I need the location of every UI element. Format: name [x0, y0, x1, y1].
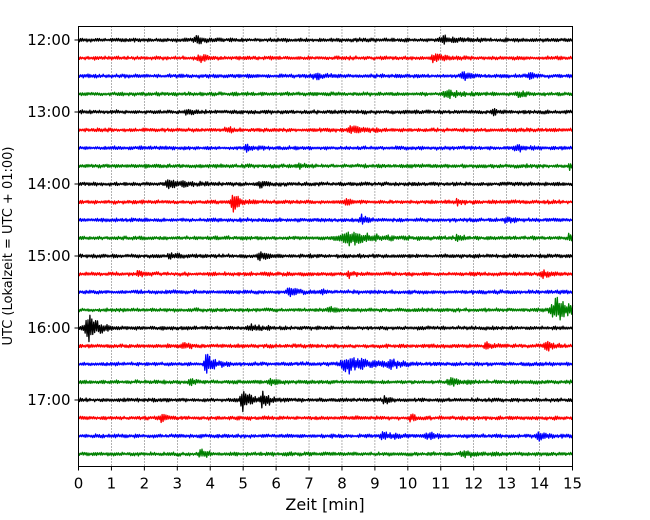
- seismic-trace-1445: [77, 231, 574, 247]
- y-axis-ticks: 12:00 13:00 14:00 15:00 16:00 17:00: [27, 31, 79, 409]
- x-tick-label: 9: [370, 475, 380, 493]
- x-axis-label: Zeit [min]: [285, 495, 364, 514]
- x-tick-label: 13: [497, 475, 516, 493]
- x-tick-label: 2: [140, 475, 150, 493]
- seismic-trace-1315: [77, 125, 574, 135]
- x-tick-label: 6: [271, 475, 281, 493]
- seismic-trace-1615: [77, 340, 573, 352]
- x-tick-label: 12: [464, 475, 483, 493]
- x-tick-label: 1: [107, 475, 117, 493]
- y-tick-label: 15:00: [27, 247, 70, 265]
- x-tick-label: 5: [238, 475, 248, 493]
- x-tick-label: 15: [563, 475, 582, 493]
- seismic-trace-1230: [77, 71, 574, 82]
- y-tick-label: 13:00: [27, 103, 70, 121]
- x-tick-label: 7: [304, 475, 314, 493]
- seismic-trace-1715: [77, 413, 574, 424]
- seismic-trace-1400: [77, 179, 574, 190]
- x-axis-ticks: 0 1 2 3 4 5 6 7 8 9 10 11 12 13 14 15: [74, 466, 582, 493]
- vertical-gridlines: [111, 26, 540, 467]
- seismic-trace-1330: [77, 143, 574, 153]
- y-tick-label: 16:00: [27, 319, 70, 337]
- seismic-trace-1745: [77, 448, 574, 459]
- seismic-trace-1300: [77, 107, 574, 117]
- y-tick-label: 14:00: [27, 175, 70, 193]
- seismic-trace-1245: [77, 89, 574, 100]
- y-tick-label: 17:00: [27, 391, 70, 409]
- seismic-trace-1500: [77, 251, 574, 262]
- seismic-trace-1630: [77, 353, 574, 375]
- x-tick-label: 3: [173, 475, 183, 493]
- seismic-trace-1545: [77, 296, 574, 321]
- x-tick-label: 14: [530, 475, 549, 493]
- x-tick-label: 11: [431, 475, 450, 493]
- seismic-trace-1730: [77, 431, 574, 442]
- seismic-trace-1645: [77, 377, 574, 387]
- seismic-trace-1200: [77, 34, 574, 45]
- plot-frame: [78, 26, 573, 467]
- y-tick-label: 12:00: [27, 31, 70, 49]
- seismic-trace-1215: [77, 53, 574, 64]
- seismic-trace-1600: [77, 314, 574, 343]
- seismic-traces: [77, 34, 574, 459]
- x-tick-label: 0: [74, 475, 84, 493]
- x-tick-label: 8: [337, 475, 347, 493]
- seismic-trace-1530: [77, 287, 574, 298]
- x-tick-label: 10: [398, 475, 417, 493]
- seismic-trace-1700: [77, 390, 574, 413]
- x-tick-label: 4: [205, 475, 215, 493]
- seismic-trace-1515: [77, 269, 574, 280]
- seismic-trace-1415: [77, 194, 574, 213]
- seismic-trace-1430: [77, 213, 573, 225]
- y-axis-label: UTC (Lokalzeit = UTC + 01:00): [1, 147, 16, 346]
- seismic-trace-1345: [77, 162, 574, 172]
